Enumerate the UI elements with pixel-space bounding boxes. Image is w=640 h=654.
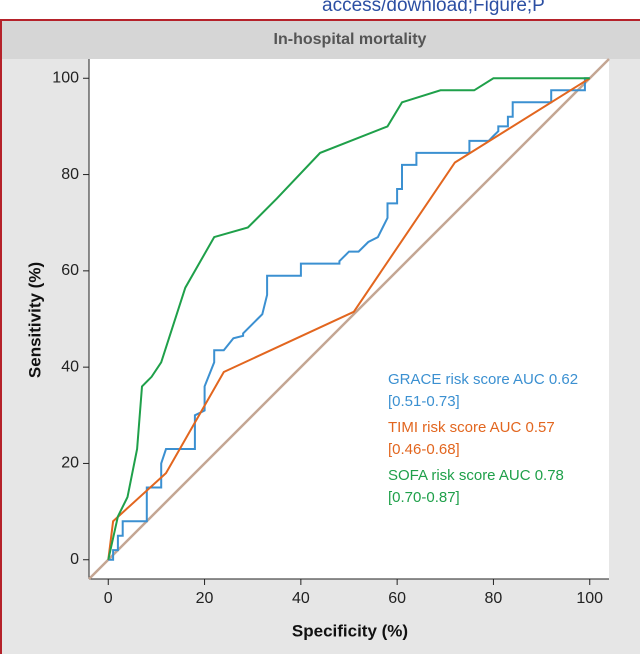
x-tick-label: 100 <box>576 590 603 607</box>
legend-label: GRACE risk score AUC 0.62 <box>388 371 578 388</box>
x-tick-label: 60 <box>388 590 406 607</box>
title-bar <box>2 21 640 59</box>
url-fragment: access/download;Figure;P <box>322 0 545 16</box>
x-tick-label: 40 <box>292 590 310 607</box>
roc-curve <box>107 77 590 560</box>
y-axis-label: Sensitivity (%) <box>25 262 44 378</box>
x-tick-label: 0 <box>104 590 113 607</box>
legend-ci: [0.46-0.68] <box>388 441 460 458</box>
y-tick-label: 80 <box>61 166 79 183</box>
roc-curve <box>108 77 590 561</box>
roc-curve <box>107 77 591 560</box>
chart-title: In-hospital mortality <box>274 31 427 48</box>
legend-ci: [0.70-0.87] <box>388 489 460 506</box>
y-tick-label: 20 <box>61 455 79 472</box>
y-tick-label: 40 <box>61 358 79 375</box>
y-tick-label: 0 <box>70 551 79 568</box>
x-axis-label: Specificity (%) <box>292 621 408 640</box>
x-tick-label: 80 <box>485 590 503 607</box>
y-tick-label: 60 <box>61 262 79 279</box>
legend-label: TIMI risk score AUC 0.57 <box>388 419 555 436</box>
legend-ci: [0.51-0.73] <box>388 393 460 410</box>
y-tick-label: 100 <box>52 69 79 86</box>
reference-line <box>88 58 610 580</box>
legend-label: SOFA risk score AUC 0.78 <box>388 467 564 484</box>
x-tick-label: 20 <box>196 590 214 607</box>
